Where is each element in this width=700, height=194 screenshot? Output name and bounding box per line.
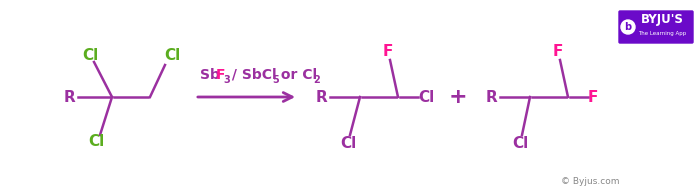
Text: Cl: Cl	[340, 135, 356, 151]
Text: R: R	[315, 89, 327, 105]
Text: Cl: Cl	[88, 134, 104, 150]
Text: +: +	[449, 87, 468, 107]
Text: Cl: Cl	[512, 135, 528, 151]
Text: b: b	[624, 22, 631, 32]
Text: R: R	[63, 89, 75, 105]
Text: 5: 5	[272, 75, 279, 85]
Text: Cl: Cl	[164, 48, 181, 63]
Text: Cl: Cl	[82, 48, 98, 62]
Text: F: F	[588, 89, 598, 105]
Text: F: F	[216, 68, 225, 82]
Text: R: R	[485, 89, 497, 105]
Text: BYJU'S: BYJU'S	[640, 14, 683, 27]
FancyBboxPatch shape	[619, 11, 693, 43]
Text: F: F	[553, 44, 564, 60]
Text: F: F	[383, 44, 393, 60]
Text: Cl: Cl	[418, 89, 434, 105]
Text: / SbCl: / SbCl	[227, 68, 276, 82]
Text: or Cl: or Cl	[276, 68, 317, 82]
Text: © Byjus.com: © Byjus.com	[561, 178, 620, 186]
Circle shape	[621, 20, 635, 34]
Text: The Learning App: The Learning App	[638, 30, 686, 36]
Text: 3: 3	[223, 75, 230, 85]
Text: 2: 2	[313, 75, 320, 85]
Text: Sb: Sb	[200, 68, 220, 82]
